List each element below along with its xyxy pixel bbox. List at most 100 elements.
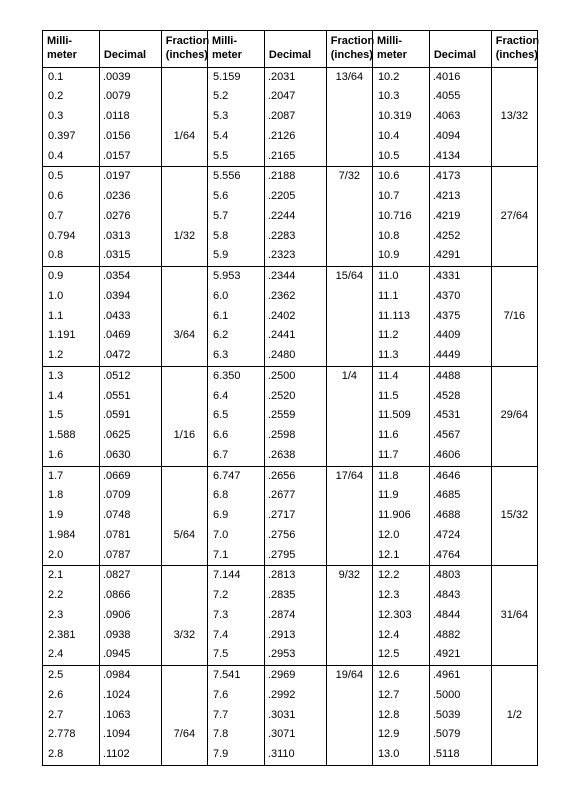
decimal-cell: .2402 — [264, 307, 326, 327]
decimal-cell: .2913 — [264, 626, 326, 646]
fraction-cell — [326, 686, 372, 706]
decimal-cell: .0157 — [99, 147, 161, 167]
decimal-cell: .2126 — [264, 127, 326, 147]
mm-cell: 2.2 — [43, 586, 100, 606]
fraction-cell — [491, 745, 537, 765]
decimal-cell: .2283 — [264, 227, 326, 247]
fraction-cell: 3/64 — [161, 326, 207, 346]
mm-cell: 6.9 — [207, 506, 264, 526]
mm-cell: 11.8 — [372, 466, 429, 486]
mm-cell: 10.4 — [372, 127, 429, 147]
mm-cell: 7.144 — [207, 566, 264, 586]
mm-cell: 0.3 — [43, 107, 100, 127]
decimal-cell: .4331 — [429, 267, 491, 287]
mm-cell: 6.6 — [207, 426, 264, 446]
mm-cell: 5.4 — [207, 127, 264, 147]
decimal-cell: .4531 — [429, 406, 491, 426]
mm-cell: 7.5 — [207, 645, 264, 665]
mm-cell: 11.5 — [372, 387, 429, 407]
decimal-cell: .0354 — [99, 267, 161, 287]
hdr-mm-3a: Milli- — [377, 35, 402, 47]
decimal-cell: .0669 — [99, 466, 161, 486]
fraction-cell — [161, 346, 207, 366]
decimal-cell: .2362 — [264, 287, 326, 307]
decimal-cell: .4252 — [429, 227, 491, 247]
mm-cell: 7.3 — [207, 606, 264, 626]
table-row: 2.778.10947/647.8.307112.9.5079 — [43, 725, 538, 745]
mm-cell: 11.3 — [372, 346, 429, 366]
decimal-cell: .1102 — [99, 745, 161, 765]
fraction-cell: 1/64 — [161, 127, 207, 147]
table-row: 1.7.06696.747.265617/6411.8.4646 — [43, 466, 538, 486]
hdr-dec-3: Decimal — [434, 49, 476, 61]
mm-cell: 11.6 — [372, 426, 429, 446]
table-row: 2.7.10637.7.303112.8.50391/2 — [43, 706, 538, 726]
fraction-cell — [326, 586, 372, 606]
mm-cell: 2.0 — [43, 546, 100, 566]
decimal-cell: .2717 — [264, 506, 326, 526]
mm-cell: 11.2 — [372, 326, 429, 346]
fraction-cell — [161, 187, 207, 207]
decimal-cell: .2520 — [264, 387, 326, 407]
fraction-cell — [161, 267, 207, 287]
table-row: 2.2.08667.2.283512.3.4843 — [43, 586, 538, 606]
hdr-fr-1b: (inches) — [166, 49, 208, 61]
decimal-cell: .4370 — [429, 287, 491, 307]
mm-cell: 2.8 — [43, 745, 100, 765]
fraction-cell — [161, 506, 207, 526]
mm-cell: 1.9 — [43, 506, 100, 526]
fraction-cell — [161, 446, 207, 466]
hdr-mm-2b: meter — [212, 49, 242, 61]
fraction-cell: 1/2 — [491, 706, 537, 726]
decimal-cell: .1094 — [99, 725, 161, 745]
fraction-cell — [491, 147, 537, 167]
fraction-cell — [491, 526, 537, 546]
fraction-cell — [161, 466, 207, 486]
decimal-cell: .4219 — [429, 207, 491, 227]
mm-cell: 1.3 — [43, 366, 100, 386]
fraction-cell — [326, 406, 372, 426]
fraction-cell: 31/64 — [491, 606, 537, 626]
mm-cell: 11.0 — [372, 267, 429, 287]
decimal-cell: .0469 — [99, 326, 161, 346]
decimal-cell: .1063 — [99, 706, 161, 726]
fraction-cell — [326, 706, 372, 726]
mm-cell: 1.7 — [43, 466, 100, 486]
mm-cell: 7.9 — [207, 745, 264, 765]
mm-cell: 10.319 — [372, 107, 429, 127]
decimal-cell: .4409 — [429, 326, 491, 346]
header-row: Milli-meter Decimal Fraction(inches) Mil… — [43, 31, 538, 68]
mm-cell: 7.1 — [207, 546, 264, 566]
hdr-fr-3b: (inches) — [496, 49, 538, 61]
mm-cell: 1.4 — [43, 387, 100, 407]
mm-cell: 0.397 — [43, 127, 100, 147]
fraction-cell: 1/32 — [161, 227, 207, 247]
fraction-cell — [491, 127, 537, 147]
fraction-cell — [161, 406, 207, 426]
decimal-cell: .4449 — [429, 346, 491, 366]
decimal-cell: .2031 — [264, 67, 326, 87]
mm-cell: 0.794 — [43, 227, 100, 247]
mm-cell: 1.1 — [43, 307, 100, 327]
decimal-cell: .2500 — [264, 366, 326, 386]
decimal-cell: .0433 — [99, 307, 161, 327]
table-row: 1.0.03946.0.236211.1.4370 — [43, 287, 538, 307]
fraction-cell: 1/16 — [161, 426, 207, 446]
table-row: 0.6.02365.6.220510.7.4213 — [43, 187, 538, 207]
table-row: 2.381.09383/327.4.291312.4.4882 — [43, 626, 538, 646]
fraction-cell — [161, 107, 207, 127]
decimal-cell: .0827 — [99, 566, 161, 586]
fraction-cell — [326, 307, 372, 327]
table-row: 0.5.01975.556.21887/3210.6.4173 — [43, 167, 538, 187]
fraction-cell — [491, 287, 537, 307]
fraction-cell — [491, 686, 537, 706]
mm-cell: 10.7 — [372, 187, 429, 207]
fraction-cell — [161, 745, 207, 765]
table-row: 1.6.06306.7.263811.7.4606 — [43, 446, 538, 466]
decimal-cell: .2165 — [264, 147, 326, 167]
mm-cell: 6.5 — [207, 406, 264, 426]
hdr-mm-2a: Milli- — [212, 35, 237, 47]
mm-cell: 13.0 — [372, 745, 429, 765]
decimal-cell: .2756 — [264, 526, 326, 546]
mm-cell: 6.4 — [207, 387, 264, 407]
